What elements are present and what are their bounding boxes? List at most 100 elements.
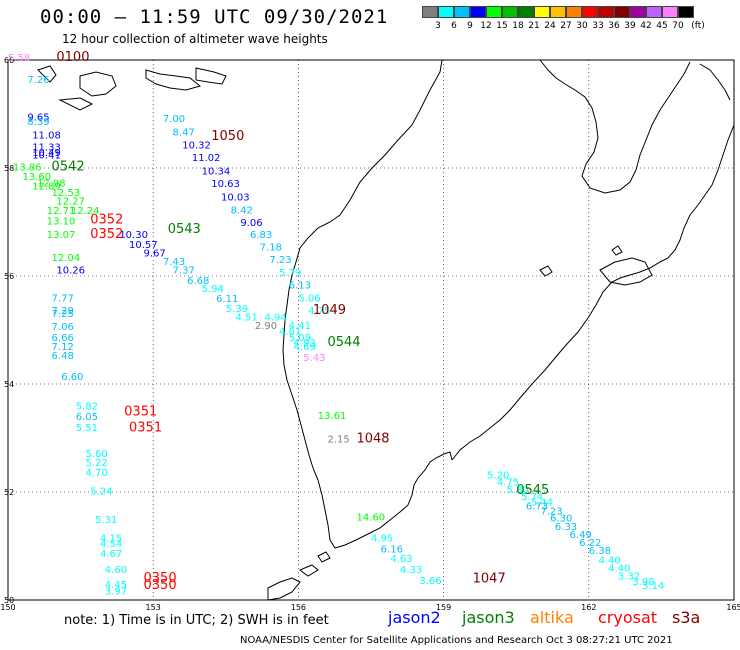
colorbar-swatch (630, 6, 646, 18)
wave-height-value: 7.26 (27, 75, 49, 86)
wave-height-value: 3.14 (642, 581, 664, 592)
colorbar-swatch (502, 6, 518, 18)
wave-height-value: 10.26 (56, 265, 85, 276)
wave-height-value: 10.34 (202, 166, 231, 177)
map-title: 00:00 – 11:59 UTC 09/30/2021 (40, 6, 389, 28)
wave-height-value: 7.77 (52, 293, 74, 304)
latitude-label: 50 (4, 596, 14, 605)
wave-height-value: 5.94 (202, 284, 224, 295)
coastline-kamchatka (37, 59, 735, 601)
wave-height-value: 13.86 (13, 163, 42, 174)
wave-height-value: 8.39 (27, 117, 49, 128)
colorbar-swatch (550, 6, 566, 18)
wave-height-value: 7.25 (52, 309, 74, 320)
colorbar-swatch (470, 6, 486, 18)
colorbar-tick-label: 27 (560, 21, 572, 31)
wave-height-value: 8.47 (173, 128, 195, 139)
wave-height-value: 5.82 (76, 401, 98, 412)
wave-height-value: 5.09 (289, 333, 311, 344)
colorbar-tick-label: (ft) (691, 21, 705, 31)
wave-height-value: 4.94 (265, 312, 287, 323)
wave-height-value: 5.51 (76, 423, 98, 434)
satellite-legend-jason2: jason2 (388, 608, 441, 627)
colorbar-tick-label: 9 (467, 21, 473, 31)
wave-height-value: 4.33 (400, 565, 422, 576)
colorbar-tick-label: 15 (496, 21, 508, 31)
wave-height-value: 6.49 (569, 530, 591, 541)
wave-height-value: 6.68 (187, 276, 209, 287)
wave-height-value: 2.15 (327, 434, 349, 445)
axis-labels: 150 153 156 159 162 165 60 58 56 54 52 50 (0, 56, 740, 612)
longitude-label: 156 (291, 603, 306, 612)
wave-height-value: 4.67 (100, 549, 122, 560)
latitude-label: 58 (4, 164, 14, 173)
colorbar-tick-label: 42 (640, 21, 652, 31)
colorbar-swatch (646, 6, 662, 18)
wave-height-value: 7.18 (260, 243, 282, 254)
pass-time-label: 1049 (313, 303, 346, 318)
wave-height-value: 6.60 (61, 372, 83, 383)
colorbar-swatch (534, 6, 550, 18)
wave-height-value: 7.43 (163, 257, 185, 268)
wave-height-value: 10.30 (119, 230, 148, 241)
colorbar-swatch (582, 6, 598, 18)
wave-height-value: 4.54 (100, 539, 122, 550)
wave-height-value: 4.01 (279, 326, 301, 337)
pass-time-label: 0351 (129, 421, 162, 436)
wave-height-value: 6.30 (550, 514, 572, 525)
wave-height-value: 13.61 (318, 411, 347, 422)
wave-height-value: 7.23 (540, 507, 562, 518)
pass-time-label: 0543 (168, 222, 201, 237)
pass-time-label: 0545 (516, 483, 549, 498)
wave-height-value: 6.33 (555, 522, 577, 533)
latitude-label: 60 (4, 56, 14, 65)
pass-time-label: 0100 (56, 50, 89, 65)
wave-height-value: 4.70 (85, 468, 107, 479)
colorbar-legend (422, 6, 694, 18)
wave-height-value: 10.41 (32, 150, 61, 161)
wave-height-value: 12.71 (47, 206, 76, 217)
colorbar-tick-label: 45 (656, 21, 668, 31)
wave-height-value: 6.73 (526, 501, 548, 512)
wave-height-value: 6.38 (589, 546, 611, 557)
wave-height-value: 12.89 (32, 182, 61, 193)
longitude-label: 159 (436, 603, 451, 612)
wave-height-value: 4.60 (105, 565, 127, 576)
footer-credit: NOAA/NESDIS Center for Satellite Applica… (240, 635, 673, 646)
wave-height-value: 5.80 (507, 485, 529, 496)
wave-height-value: 5.43 (303, 353, 325, 364)
pass-time-label: 0542 (52, 160, 85, 175)
wave-height-value: 4.95 (371, 534, 393, 545)
colorbar-swatch (678, 6, 694, 18)
wave-height-value: 5.79 (279, 268, 301, 279)
longitude-label: 165 (726, 603, 740, 612)
wave-height-value: 4.51 (235, 312, 257, 323)
colorbar-swatch (486, 6, 502, 18)
wave-height-value: 7.29 (52, 306, 74, 317)
pass-time-label: 1050 (211, 129, 244, 144)
satellite-legend-altika: altika (530, 608, 574, 627)
wave-height-value: 4.75 (497, 478, 519, 489)
longitude-label: 162 (581, 603, 596, 612)
wave-height-value: 10.32 (182, 141, 211, 152)
latitude-label: 56 (4, 272, 14, 281)
colorbar-tick-label: 6 (451, 21, 457, 31)
wave-height-value: 5.60 (85, 449, 107, 460)
pass-time-label: 1048 (356, 431, 389, 446)
wave-height-value: 10.63 (211, 179, 240, 190)
wave-height-value: 5.22 (85, 458, 107, 469)
wave-height-value: 7.06 (52, 322, 74, 333)
wave-height-value: 5.24 (90, 487, 112, 498)
latitude-label: 52 (4, 488, 14, 497)
wave-height-value: 4.45 (105, 580, 127, 591)
wave-height-value: 4.15 (100, 534, 122, 545)
wave-height-value: 11.02 (192, 153, 221, 164)
colorbar-tick-label: 39 (624, 21, 636, 31)
wave-height-value: 14.60 (356, 513, 385, 524)
colorbar-tick-label: 70 (672, 21, 684, 31)
colorbar-tick-label: 30 (576, 21, 588, 31)
pass-time-label: 1047 (473, 572, 506, 587)
wave-height-value: 13.60 (23, 172, 52, 183)
wave-height-value: 5.31 (95, 515, 117, 526)
